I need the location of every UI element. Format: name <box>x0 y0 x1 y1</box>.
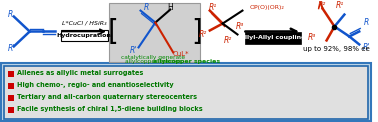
Text: R: R <box>8 10 13 19</box>
Text: Hydrocupration: Hydrocupration <box>57 33 112 38</box>
Bar <box>8 107 14 113</box>
Text: L*CuCl / HSiR₃: L*CuCl / HSiR₃ <box>62 20 107 25</box>
Bar <box>8 71 14 77</box>
Text: Facile synthesis of chiral 1,5-diene building blocks: Facile synthesis of chiral 1,5-diene bui… <box>17 106 203 112</box>
Text: R': R' <box>363 43 370 52</box>
Text: R³: R³ <box>308 33 316 42</box>
Text: catalytically generate: catalytically generate <box>121 55 186 60</box>
Text: H: H <box>167 3 173 12</box>
Text: R': R' <box>8 44 15 53</box>
Text: R¹: R¹ <box>335 1 344 10</box>
FancyBboxPatch shape <box>245 32 301 44</box>
FancyBboxPatch shape <box>61 30 108 41</box>
Text: allylcopper species: allylcopper species <box>153 59 221 64</box>
Bar <box>4 66 368 119</box>
Bar <box>109 3 200 62</box>
Text: Allyl-Allyl coupling: Allyl-Allyl coupling <box>240 35 306 40</box>
Text: allylcopper species: allylcopper species <box>125 59 182 64</box>
Text: R³: R³ <box>235 22 243 31</box>
Text: CuL*: CuL* <box>173 51 189 57</box>
Text: R²: R² <box>318 1 326 10</box>
Text: R': R' <box>130 46 137 55</box>
Text: OP(O)(OR)₂: OP(O)(OR)₂ <box>250 5 285 10</box>
Bar <box>1 63 371 121</box>
Text: ]: ] <box>192 18 202 46</box>
Text: High chemo-, regio- and enantioselectivity: High chemo-, regio- and enantioselectivi… <box>17 82 174 88</box>
Bar <box>8 95 14 101</box>
Bar <box>8 83 14 89</box>
Text: R¹: R¹ <box>209 3 217 12</box>
Text: Allenes as allylic metal surrogates: Allenes as allylic metal surrogates <box>17 70 143 76</box>
Text: R: R <box>364 18 369 27</box>
Text: [: [ <box>107 18 118 46</box>
Text: R²: R² <box>199 30 207 39</box>
Text: Tertiary and all-carbon quaternary stereocenters: Tertiary and all-carbon quaternary stere… <box>17 94 197 100</box>
Text: R: R <box>144 3 149 12</box>
Text: R²: R² <box>223 36 232 45</box>
Text: up to 92%, 98% ee: up to 92%, 98% ee <box>303 46 370 52</box>
